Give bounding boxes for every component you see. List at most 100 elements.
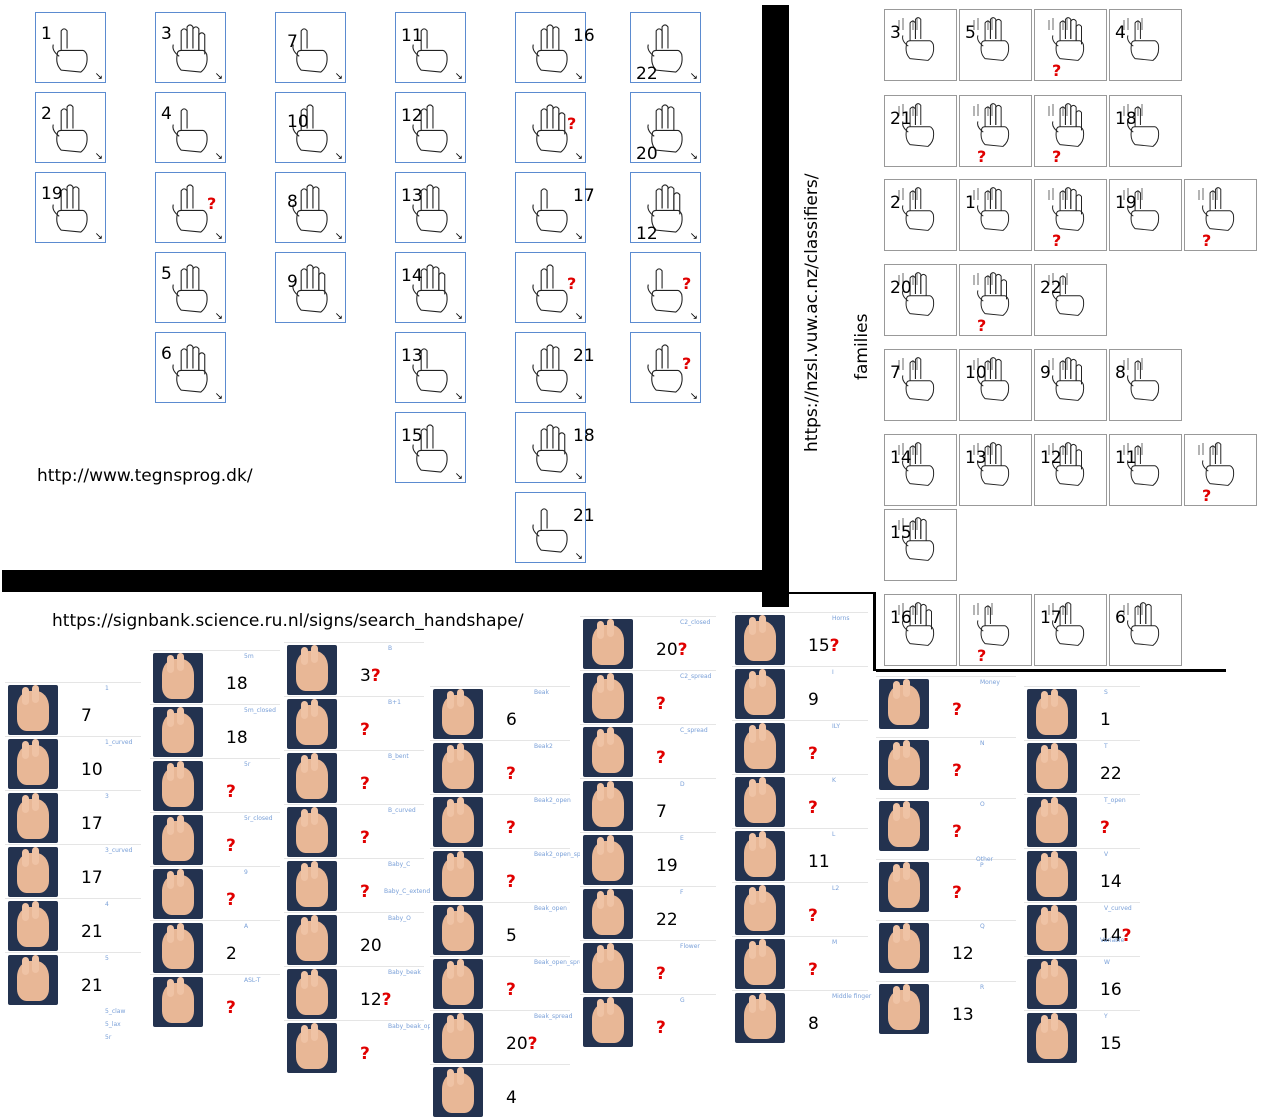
signbank-handshape-label[interactable]: L — [832, 831, 836, 838]
signbank-row[interactable]: V_curved — [1024, 902, 1140, 956]
signbank-handshape-label[interactable]: T_open — [1104, 797, 1126, 804]
signbank-handshape-label[interactable]: 3 — [105, 793, 109, 800]
signbank-row[interactable]: Beak_open_spread — [430, 956, 590, 1010]
signbank-handshape-label[interactable]: G — [680, 997, 685, 1004]
signbank-row[interactable]: Horns — [732, 612, 868, 666]
signbank-row[interactable]: 5r_closed — [150, 812, 280, 866]
signbank-handshape-label[interactable]: Baby_O — [388, 915, 411, 922]
signbank-row[interactable]: K — [732, 774, 868, 828]
signbank-row[interactable]: Beak2_open_spread — [430, 848, 594, 902]
signbank-handshape-label[interactable]: Flower — [680, 943, 700, 950]
signbank-handshape-label[interactable]: D — [680, 781, 685, 788]
signbank-handshape-label[interactable]: A — [244, 923, 249, 930]
signbank-row[interactable] — [430, 1064, 570, 1118]
signbank-row[interactable]: C_spread — [580, 724, 716, 778]
signbank-handshape-label[interactable]: 1 — [105, 685, 109, 692]
signbank-row[interactable]: N — [876, 737, 1016, 798]
signbank-row[interactable]: V — [1024, 848, 1140, 902]
signbank-row[interactable]: Beak2 — [430, 740, 570, 794]
signbank-link[interactable]: https://signbank.science.ru.nl/signs/sea… — [52, 611, 524, 631]
signbank-extra-label[interactable]: Variable — [1100, 937, 1125, 944]
signbank-row[interactable]: R — [876, 981, 1016, 1042]
signbank-handshape-label[interactable]: B+1 — [388, 699, 401, 706]
signbank-row[interactable]: D — [580, 778, 716, 832]
signbank-row[interactable]: F — [580, 886, 716, 940]
signbank-row[interactable]: Middle finger — [732, 990, 872, 1044]
signbank-handshape-label[interactable]: 5m — [244, 653, 254, 660]
signbank-row[interactable]: B — [284, 642, 424, 696]
signbank-row[interactable]: Beak2_open — [430, 794, 571, 848]
signbank-row[interactable]: 5m — [150, 650, 280, 704]
signbank-handshape-label[interactable]: F — [680, 889, 684, 896]
signbank-row[interactable]: 5m_closed — [150, 704, 280, 758]
signbank-handshape-label[interactable]: Y — [1104, 1013, 1108, 1020]
signbank-row[interactable]: Baby_beak — [284, 966, 424, 1020]
signbank-row[interactable]: G — [580, 994, 716, 1048]
signbank-handshape-label[interactable]: 1_curved — [105, 739, 133, 746]
signbank-extra-label[interactable]: Baby_C_extended — [384, 888, 438, 895]
signbank-handshape-label[interactable]: 5r — [244, 761, 251, 768]
signbank-handshape-label[interactable]: Beak2_open — [534, 797, 571, 804]
signbank-handshape-label[interactable]: 9 — [244, 869, 248, 876]
signbank-row[interactable]: Beak_spread — [430, 1010, 573, 1064]
signbank-row[interactable]: T — [1024, 740, 1140, 794]
signbank-row[interactable]: 5r — [150, 758, 280, 812]
signbank-handshape-label[interactable]: V — [1104, 851, 1109, 858]
signbank-handshape-label[interactable]: C_spread — [680, 727, 708, 734]
signbank-row[interactable]: Flower — [580, 940, 716, 994]
signbank-row[interactable]: Q — [876, 920, 1016, 981]
signbank-row[interactable]: S — [1024, 686, 1140, 740]
signbank-handshape-label[interactable]: C2_closed — [680, 619, 711, 626]
signbank-row[interactable]: C2_spread — [580, 670, 716, 724]
signbank-handshape-label[interactable]: B_bent — [388, 753, 409, 760]
signbank-handshape-label[interactable]: V_curved — [1104, 905, 1132, 912]
signbank-handshape-label[interactable]: Beak_open_spread — [534, 959, 591, 966]
signbank-row[interactable]: Money — [876, 676, 1016, 737]
signbank-handshape-label[interactable]: Money — [980, 679, 1000, 686]
signbank-handshape-label[interactable]: 4 — [105, 901, 109, 908]
signbank-handshape-label[interactable]: B_curved — [388, 807, 416, 814]
signbank-handshape-label[interactable]: Baby_beak — [388, 969, 421, 976]
signbank-row[interactable]: 9 — [150, 866, 280, 920]
signbank-handshape-label[interactable]: Beak2_open_spread — [534, 851, 595, 858]
signbank-handshape-label[interactable]: K — [832, 777, 836, 784]
signbank-extra-label[interactable]: Other — [976, 856, 994, 863]
signbank-row[interactable]: L — [732, 828, 868, 882]
signbank-handshape-label[interactable]: T — [1104, 743, 1108, 750]
signbank-extra-label[interactable]: 5_claw — [105, 1008, 126, 1015]
signbank-row[interactable]: E — [580, 832, 716, 886]
signbank-row[interactable]: O — [876, 798, 1016, 859]
signbank-row[interactable]: Baby_C — [284, 858, 424, 912]
signbank-row[interactable]: 3_curved — [5, 844, 141, 898]
signbank-handshape-label[interactable]: C2_spread — [680, 673, 712, 680]
signbank-row[interactable]: 1_curved — [5, 736, 141, 790]
signbank-handshape-label[interactable]: M — [832, 939, 838, 946]
signbank-row[interactable]: M — [732, 936, 868, 990]
signbank-handshape-label[interactable]: S — [1104, 689, 1108, 696]
signbank-handshape-label[interactable]: Q — [980, 923, 985, 930]
signbank-handshape-label[interactable]: ILY — [832, 723, 840, 730]
signbank-row[interactable]: A — [150, 920, 280, 974]
signbank-handshape-label[interactable]: N — [980, 740, 985, 747]
signbank-handshape-label[interactable]: Middle finger — [832, 993, 872, 1000]
signbank-handshape-label[interactable]: 3_curved — [105, 847, 133, 854]
signbank-handshape-label[interactable]: W — [1104, 959, 1110, 966]
signbank-row[interactable]: B+1 — [284, 696, 424, 750]
signbank-handshape-label[interactable]: Baby_beak_open — [388, 1023, 439, 1030]
signbank-handshape-label[interactable]: 5m_closed — [244, 707, 276, 714]
signbank-handshape-label[interactable]: I — [832, 669, 834, 676]
signbank-row[interactable]: I — [732, 666, 868, 720]
signbank-row[interactable]: Baby_O — [284, 912, 424, 966]
signbank-handshape-label[interactable]: R — [980, 984, 985, 991]
signbank-handshape-label[interactable]: Horns — [832, 615, 850, 622]
signbank-handshape-label[interactable]: B — [388, 645, 393, 652]
signbank-row[interactable]: C2_closed — [580, 616, 716, 670]
signbank-handshape-label[interactable]: Beak_spread — [534, 1013, 573, 1020]
signbank-row[interactable]: ASL-T — [150, 974, 280, 1028]
signbank-extra-label[interactable]: 5r — [105, 1034, 112, 1041]
signbank-handshape-label[interactable]: Baby_C — [388, 861, 411, 868]
signbank-extra-label[interactable]: 5_lax — [105, 1021, 121, 1028]
signbank-row[interactable]: 3 — [5, 790, 141, 844]
signbank-handshape-label[interactable]: O — [980, 801, 985, 808]
signbank-row[interactable]: W — [1024, 956, 1140, 1010]
